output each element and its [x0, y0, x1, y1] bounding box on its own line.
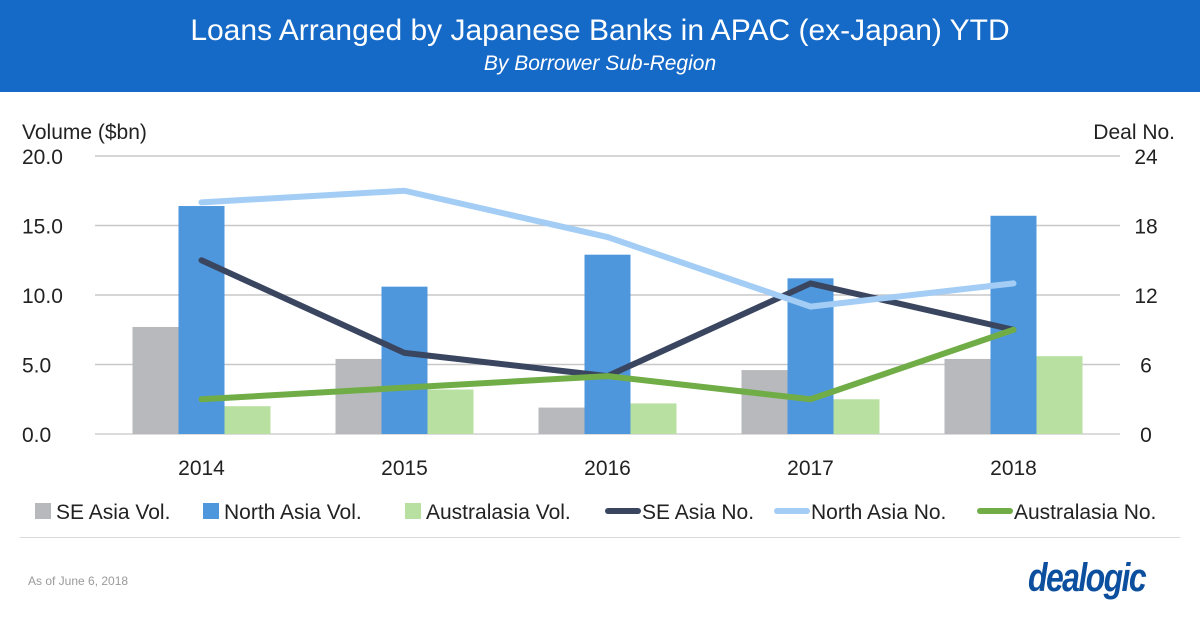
bar-se-asia-vol-2018 [944, 358, 991, 434]
chart-header: Loans Arranged by Japanese Banks in APAC… [0, 0, 1200, 92]
y-tick-label: 20.0 [22, 146, 63, 169]
x-tick-label: 2014 [178, 457, 225, 480]
legend-label: Australasia No. [1014, 501, 1156, 524]
legend-swatch [203, 503, 219, 519]
y-tick-label: 0.0 [22, 424, 51, 447]
y2-tick-label: 18 [1134, 216, 1157, 239]
y2-tick-label: 0 [1140, 424, 1152, 447]
legend-label: SE Asia Vol. [56, 501, 170, 524]
y2-tick-label: 6 [1140, 355, 1152, 378]
y-tick-label: 5.0 [22, 355, 51, 378]
y2-axis-label: Deal No. [1093, 121, 1175, 144]
y2-tick-label: 12 [1134, 285, 1157, 308]
y2-tick-label: 24 [1134, 146, 1158, 169]
chart-plot: 0.0 5.0 10.0 15.0 20.0 0 6 12 18 24 Volume ($bn) De… [22, 121, 1175, 524]
bar-australasia-vol-2015 [427, 389, 474, 434]
y-axis-label: Volume ($bn) [22, 121, 147, 144]
bar-australasia-vol-2018 [1036, 356, 1083, 434]
y-tick-label: 10.0 [22, 285, 63, 308]
bar-north-asia-vol-2016 [584, 254, 631, 434]
line-australasia-no- [198, 326, 1017, 403]
line-north-asia-no- [198, 187, 1017, 310]
bar-north-asia-vol-2015 [381, 286, 428, 434]
chart-subtitle: By Borrower Sub-Region [483, 52, 717, 75]
legend-swatch [405, 503, 421, 519]
footer-note: As of June 6, 2018 [28, 574, 129, 588]
x-tick-label: 2018 [990, 457, 1037, 480]
x-tick-label: 2017 [787, 457, 834, 480]
bar-se-asia-vol-2014 [132, 326, 179, 434]
bar-se-asia-vol-2017 [741, 370, 788, 434]
x-tick-label: 2016 [584, 457, 631, 480]
y-tick-label: 15.0 [22, 216, 63, 239]
bar-australasia-vol-2016 [630, 403, 677, 434]
legend-label: Australasia Vol. [426, 501, 571, 524]
bar-se-asia-vol-2015 [335, 358, 382, 434]
legend-label: North Asia No. [811, 501, 946, 524]
bar-australasia-vol-2014 [224, 406, 271, 434]
dealogic-logo: dealogic [1028, 556, 1147, 600]
bar-se-asia-vol-2016 [538, 407, 585, 434]
chart-title: Loans Arranged by Japanese Banks in APAC… [190, 14, 1010, 47]
legend-label: North Asia Vol. [224, 501, 362, 524]
divider [20, 537, 1180, 538]
x-tick-label: 2015 [381, 457, 428, 480]
legend-label: SE Asia No. [642, 501, 754, 524]
bar-australasia-vol-2017 [833, 399, 880, 434]
legend-swatch [35, 503, 51, 519]
